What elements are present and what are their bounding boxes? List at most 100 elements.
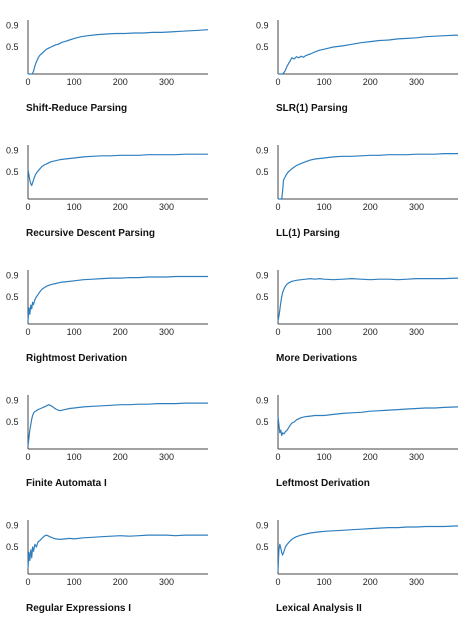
chart-svg: 0 100 200 300 0.5 0.9 xyxy=(6,395,208,462)
chart-title: LL(1) Parsing xyxy=(276,228,340,239)
chart-svg: 0 100 200 300 0.5 0.9 xyxy=(256,20,459,87)
chart-svg: 0 100 200 300 0.5 0.9 xyxy=(256,520,459,587)
x-tick-label: 0 xyxy=(25,577,30,587)
y-tick-label: 0.9 xyxy=(256,395,269,405)
series-line xyxy=(277,406,459,437)
x-tick-label: 300 xyxy=(159,452,174,462)
chart-panel-9: 0 100 200 300 0.5 0.9 Regular Expressions I xyxy=(0,510,230,635)
y-tick-label: 0.5 xyxy=(6,42,19,52)
chart-panel-7: 0 100 200 300 0.5 0.9 Finite Automata I xyxy=(0,385,230,510)
chart-panel-5: 0 100 200 300 0.5 0.9 Rightmost Derivation xyxy=(0,260,230,385)
x-tick-label: 0 xyxy=(275,77,280,87)
chart-svg: 0 100 200 300 0.5 0.9 xyxy=(256,270,459,337)
x-tick-label: 0 xyxy=(25,327,30,337)
chart-panel-4: 0 100 200 300 0.5 0.9 LL(1) Parsing xyxy=(250,135,468,260)
chart-svg: 0 100 200 300 0.5 0.9 xyxy=(6,20,209,87)
y-tick-label: 0.5 xyxy=(256,292,269,302)
chart-title: SLR(1) Parsing xyxy=(276,103,348,114)
x-tick-label: 100 xyxy=(317,452,332,462)
x-tick-label: 0 xyxy=(25,77,30,87)
x-tick-label: 200 xyxy=(113,327,128,337)
x-tick-label: 300 xyxy=(409,577,424,587)
y-tick-label: 0.5 xyxy=(6,542,19,552)
y-tick-label: 0.9 xyxy=(6,20,19,30)
x-tick-label: 200 xyxy=(363,202,378,212)
chart-panel-10: 0 100 200 300 0.5 0.9 Lexical Analysis II xyxy=(250,510,468,635)
x-tick-label: 200 xyxy=(113,202,128,212)
y-tick-label: 0.5 xyxy=(256,167,269,177)
chart-svg: 0 100 200 300 0.5 0.9 xyxy=(256,145,458,212)
x-tick-label: 100 xyxy=(67,77,82,87)
x-tick-label: 200 xyxy=(363,452,378,462)
x-tick-label: 300 xyxy=(409,327,424,337)
y-tick-label: 0.9 xyxy=(256,270,269,280)
chart-panel-2: 0 100 200 300 0.5 0.9 SLR(1) Parsing xyxy=(250,10,468,135)
x-tick-label: 300 xyxy=(409,202,424,212)
chart-title: Leftmost Derivation xyxy=(276,478,370,489)
y-tick-label: 0.5 xyxy=(256,42,269,52)
x-tick-label: 200 xyxy=(363,327,378,337)
series-line xyxy=(27,402,208,447)
series-line xyxy=(278,153,458,200)
y-tick-label: 0.5 xyxy=(6,417,19,427)
y-tick-label: 0.9 xyxy=(256,520,269,530)
series-line xyxy=(277,277,459,322)
chart-svg: 0 100 200 300 0.5 0.9 xyxy=(6,145,208,212)
y-tick-label: 0.9 xyxy=(256,20,269,30)
x-tick-label: 0 xyxy=(275,577,280,587)
x-tick-label: 100 xyxy=(317,327,332,337)
x-tick-label: 100 xyxy=(67,577,82,587)
x-tick-label: 200 xyxy=(363,77,378,87)
x-tick-label: 0 xyxy=(275,202,280,212)
x-tick-label: 200 xyxy=(363,577,378,587)
x-tick-label: 300 xyxy=(159,77,174,87)
chart-panel-6: 0 100 200 300 0.5 0.9 More Derivations xyxy=(250,260,468,385)
chart-panel-3: 0 100 200 300 0.5 0.9 Recursive Descent Parsin… xyxy=(0,135,230,260)
x-tick-label: 300 xyxy=(159,327,174,337)
x-tick-label: 100 xyxy=(317,77,332,87)
series-line xyxy=(277,525,459,572)
x-tick-label: 200 xyxy=(113,77,128,87)
chart-title: Recursive Descent Parsing xyxy=(26,228,155,239)
chart-svg: 0 100 200 300 0.5 0.9 xyxy=(256,395,459,462)
y-tick-label: 0.9 xyxy=(256,145,269,155)
x-tick-label: 300 xyxy=(159,577,174,587)
x-tick-label: 200 xyxy=(113,452,128,462)
x-tick-label: 0 xyxy=(25,202,30,212)
y-tick-label: 0.5 xyxy=(256,417,269,427)
y-tick-label: 0.9 xyxy=(6,270,19,280)
chart-title: Finite Automata I xyxy=(26,478,107,489)
y-tick-label: 0.5 xyxy=(256,542,269,552)
chart-panel-1: 0 100 200 300 0.5 0.9 Shift-Reduce Parsing xyxy=(0,10,230,135)
x-tick-label: 100 xyxy=(67,452,82,462)
x-tick-label: 200 xyxy=(113,577,128,587)
x-tick-label: 0 xyxy=(275,327,280,337)
series-line xyxy=(28,29,209,75)
y-tick-label: 0.9 xyxy=(6,145,19,155)
chart-panel-8: 0 100 200 300 0.5 0.9 Leftmost Derivation xyxy=(250,385,468,510)
x-tick-label: 300 xyxy=(409,77,424,87)
series-line xyxy=(27,153,208,187)
chart-title: Rightmost Derivation xyxy=(26,353,128,364)
series-line xyxy=(27,275,208,322)
x-tick-label: 100 xyxy=(317,577,332,587)
chart-title: Regular Expressions I xyxy=(26,603,132,614)
x-tick-label: 100 xyxy=(317,202,332,212)
chart-title: Lexical Analysis II xyxy=(276,603,362,614)
x-tick-label: 0 xyxy=(25,452,30,462)
y-tick-label: 0.9 xyxy=(6,395,19,405)
x-tick-label: 300 xyxy=(159,202,174,212)
x-tick-label: 100 xyxy=(67,202,82,212)
y-tick-label: 0.9 xyxy=(6,520,19,530)
y-tick-label: 0.5 xyxy=(6,167,19,177)
series-line xyxy=(278,34,459,75)
x-tick-label: 0 xyxy=(275,452,280,462)
x-tick-label: 100 xyxy=(67,327,82,337)
chart-title: Shift-Reduce Parsing xyxy=(26,103,128,114)
chart-svg: 0 100 200 300 0.5 0.9 xyxy=(6,520,208,587)
chart-grid: 0 100 200 300 0.5 0.9 Shift-Reduce Parsing 0 100… xyxy=(0,10,468,614)
chart-svg: 0 100 200 300 0.5 0.9 xyxy=(6,270,208,337)
x-tick-label: 300 xyxy=(409,452,424,462)
series-line xyxy=(27,534,208,569)
chart-title: More Derivations xyxy=(276,353,358,364)
